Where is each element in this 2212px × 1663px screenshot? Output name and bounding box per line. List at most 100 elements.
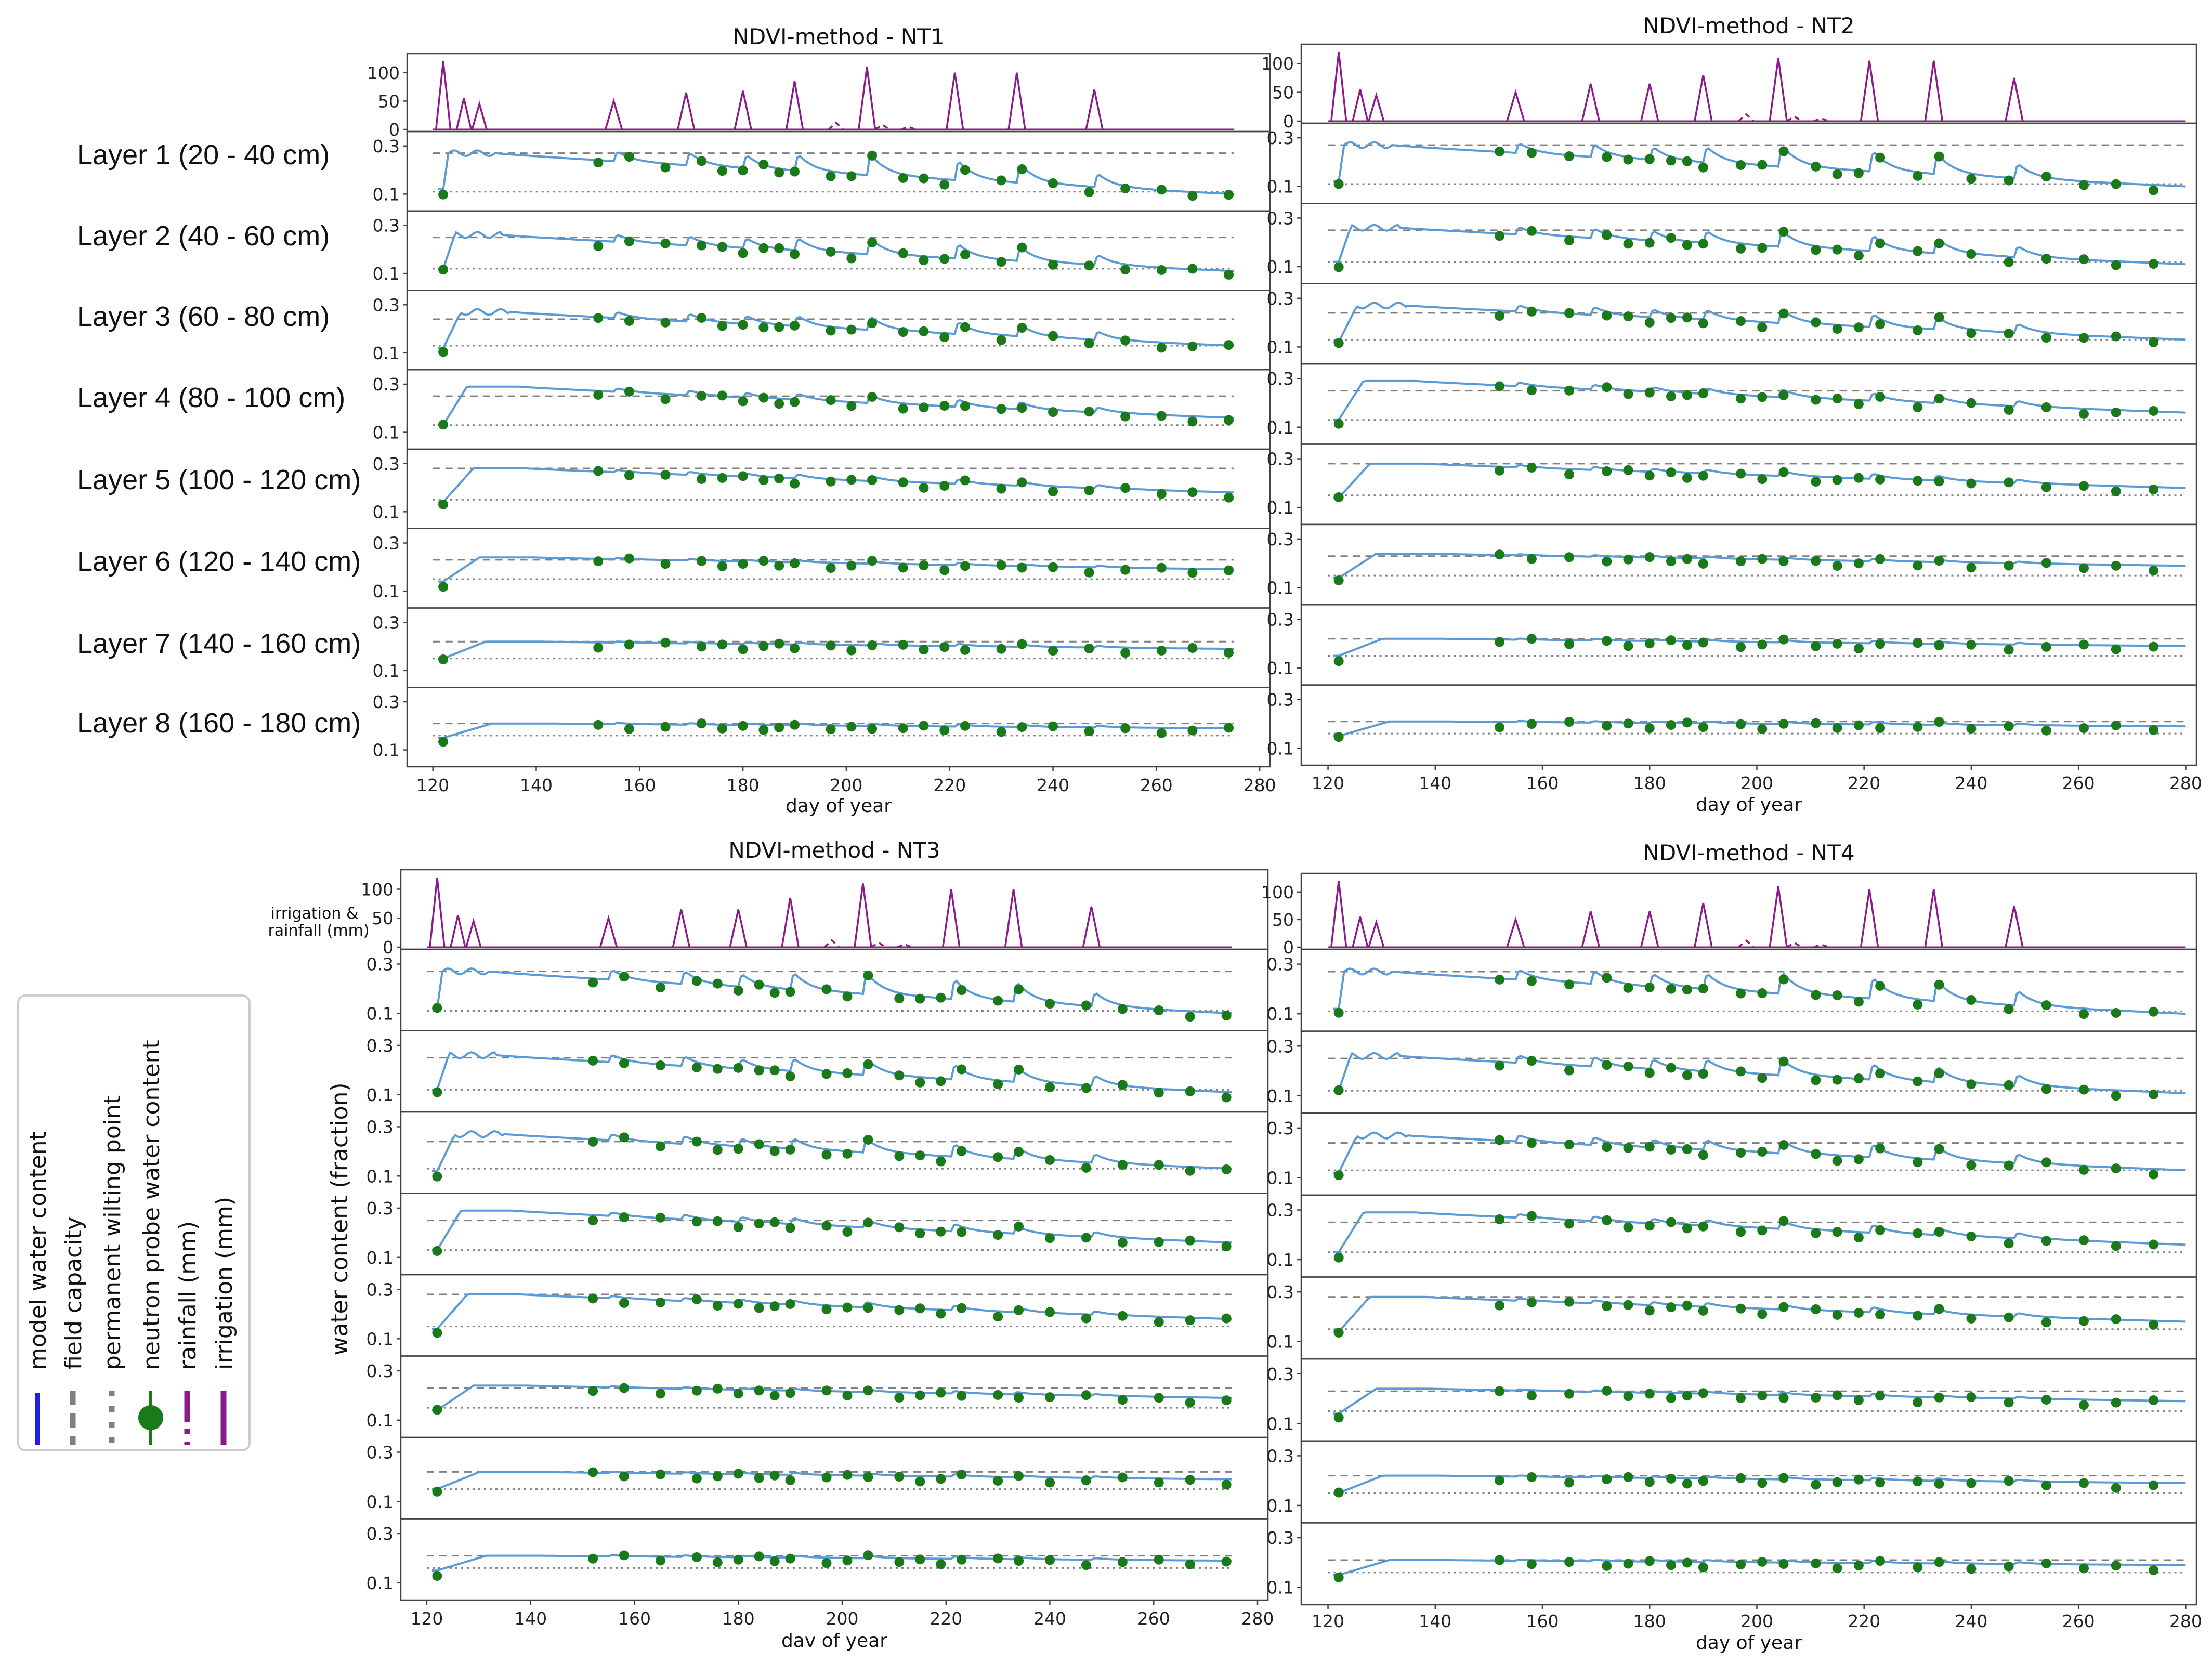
neutron-probe-point <box>754 1303 764 1313</box>
neutron-probe-point <box>1623 1391 1633 1402</box>
neutron-probe-point <box>1495 722 1505 732</box>
neutron-probe-point <box>1017 323 1027 333</box>
neutron-probe-point <box>738 644 748 654</box>
neutron-probe-point <box>1602 1474 1612 1485</box>
neutron-probe-point <box>2149 1565 2159 1576</box>
neutron-probe-point <box>863 1217 873 1228</box>
neutron-probe-point <box>1045 1082 1055 1092</box>
rainfall-spike <box>900 125 916 130</box>
neutron-probe-point <box>826 724 836 735</box>
neutron-probe-point <box>2004 329 2014 339</box>
neutron-probe-point <box>2078 1084 2089 1095</box>
rain-ytick-label: 0 <box>1283 937 1294 958</box>
neutron-probe-point <box>769 1391 780 1401</box>
neutron-probe-point <box>2041 1157 2051 1168</box>
neutron-probe-point <box>774 638 784 649</box>
neutron-probe-point <box>1875 1225 1886 1235</box>
neutron-probe-point <box>1811 990 1821 1000</box>
neutron-probe-point <box>1048 486 1058 496</box>
neutron-probe-point <box>1564 979 1575 990</box>
neutron-probe-point <box>1757 1309 1768 1319</box>
neutron-probe-point <box>2078 180 2089 190</box>
neutron-probe-point <box>960 165 971 175</box>
x-tick-label: 140 <box>520 775 553 795</box>
neutron-probe-point <box>785 1144 795 1155</box>
layer-ytick-label: 0.1 <box>1267 257 1294 277</box>
neutron-probe-point <box>1832 394 1842 404</box>
neutron-probe-point <box>863 1303 873 1313</box>
neutron-probe-point <box>1736 642 1746 652</box>
neutron-probe-point <box>1602 230 1612 240</box>
neutron-probe-point <box>717 561 727 571</box>
neutron-probe-point <box>1014 1221 1024 1232</box>
neutron-probe-point <box>936 1474 946 1484</box>
neutron-probe-point <box>894 1222 905 1233</box>
layer-7-subplot: 0.1 0.3 <box>367 1436 1269 1520</box>
irrigation-spike <box>1860 889 1879 948</box>
neutron-probe-point <box>821 1149 832 1160</box>
neutron-probe-point <box>1048 259 1058 270</box>
neutron-probe-point <box>1081 1390 1091 1400</box>
neutron-probe-point <box>1623 1300 1633 1310</box>
irrigation-spike <box>1769 57 1788 122</box>
neutron-probe-point <box>1757 988 1768 999</box>
neutron-probe-point <box>1934 1478 1944 1489</box>
x-tick-label: 120 <box>416 775 449 795</box>
neutron-probe-point <box>1698 558 1708 569</box>
neutron-probe-point <box>790 719 800 730</box>
neutron-probe-point <box>1084 485 1094 495</box>
layer-ytick-label: 0.1 <box>1267 177 1294 197</box>
x-tick-label: 240 <box>1037 775 1069 795</box>
neutron-probe-point <box>1913 1228 1923 1238</box>
x-tick-label: 200 <box>830 775 862 795</box>
neutron-probe-point <box>1811 245 1821 255</box>
neutron-probe-point <box>1736 1303 1746 1314</box>
layer-8-subplot: 0.1 0.3 <box>1267 1522 2197 1606</box>
neutron-probe-point <box>2149 1089 2159 1099</box>
neutron-probe-point <box>1045 1392 1055 1403</box>
neutron-probe-point <box>1495 1555 1505 1565</box>
neutron-probe-point <box>758 641 769 651</box>
panel-title: NDVI-method - NT2 <box>1643 13 1854 38</box>
neutron-probe-point <box>1495 1214 1505 1224</box>
neutron-probe-point <box>1934 394 1944 404</box>
neutron-probe-point <box>1853 322 1864 333</box>
neutron-probe-point <box>1644 638 1655 649</box>
neutron-probe-point <box>1495 1300 1505 1311</box>
x-axis-label: day of year <box>1696 1632 1802 1654</box>
neutron-probe-point <box>1048 331 1058 341</box>
neutron-probe-point <box>1666 720 1676 730</box>
neutron-probe-point <box>1526 148 1537 158</box>
neutron-probe-point <box>2004 477 2014 488</box>
neutron-probe-point <box>1154 1317 1164 1327</box>
neutron-probe-point <box>1084 407 1094 417</box>
neutron-probe-point <box>1333 262 1344 272</box>
neutron-probe-point <box>1757 724 1768 734</box>
irrigation-spike <box>1004 889 1023 948</box>
neutron-probe-point <box>1682 985 1692 995</box>
neutron-probe-point <box>2111 1561 2121 1571</box>
rainfall-spike <box>1786 941 1802 948</box>
neutron-probe-point <box>1185 1397 1195 1408</box>
neutron-probe-point <box>1736 1147 1746 1158</box>
neutron-probe-point <box>1156 562 1167 573</box>
neutron-probe-point <box>1832 1156 1842 1166</box>
model-water-content-line <box>438 556 1234 583</box>
layer-8-subplot: 0.1 0.3 <box>373 687 1271 768</box>
neutron-probe-point <box>957 1391 967 1401</box>
neutron-probe-point <box>2149 1239 2159 1250</box>
neutron-probe-point <box>738 721 748 731</box>
neutron-probe-point <box>1602 152 1612 162</box>
x-axis-label: dav of year <box>781 1630 887 1652</box>
neutron-probe-point <box>1934 1304 1944 1314</box>
neutron-probe-point <box>1187 264 1198 274</box>
neutron-probe-point <box>758 159 769 169</box>
neutron-probe-point <box>1913 325 1923 335</box>
neutron-probe-point <box>1602 721 1612 731</box>
neutron-probe-point <box>2111 644 2121 654</box>
neutron-probe-point <box>842 991 853 1002</box>
model-water-content-line <box>1333 302 2186 343</box>
neutron-probe-point <box>2149 1480 2159 1490</box>
neutron-probe-point <box>915 1476 925 1487</box>
layer-axes-frame <box>406 290 1271 371</box>
